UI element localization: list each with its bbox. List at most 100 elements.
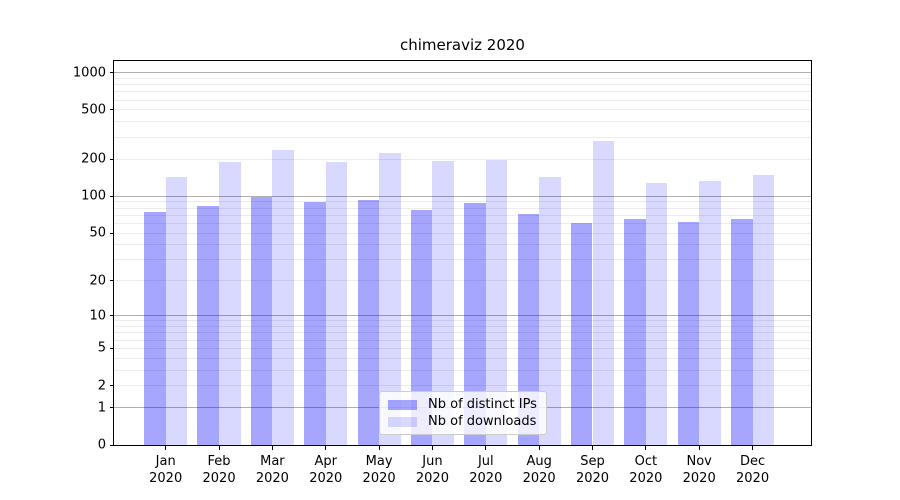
x-tick-label-sep: Sep 2020 [575,454,610,486]
gridline-minor-90 [114,201,811,203]
gridline-major-100 [114,195,811,197]
bar-oct-distinct-ips [624,219,646,445]
legend-swatch-distinct-ips [388,399,417,410]
x-tick-label-may: May 2020 [362,454,396,486]
y-tick-mark-1000 [109,72,114,74]
bar-feb-distinct-ips [197,206,220,445]
gridline-minor-700 [114,91,811,93]
legend-item-distinct-ips: Nb of distinct IPs [388,396,538,413]
gridline-minor-50 [114,232,811,234]
x-tick-mark-feb [218,446,220,450]
y-tick-label-500: 500 [81,102,106,118]
y-tick-label-20: 20 [89,273,106,289]
bar-aug-downloads [539,176,561,445]
bar-jul-downloads [485,159,508,445]
bar-jun-distinct-ips [410,210,433,445]
bar-sep-downloads [592,140,615,445]
gridline-minor-300 [114,136,811,138]
gridline-minor-500 [114,109,811,111]
chart-title: chimeraviz 2020 [400,36,525,54]
bar-jul-distinct-ips [464,203,486,445]
x-tick-label-apr: Apr 2020 [309,454,343,486]
legend: Nb of distinct IPs Nb of downloads [379,391,547,435]
gridline-minor-5 [114,347,811,349]
x-tick-label-aug: Aug 2020 [522,454,556,486]
x-tick-label-oct: Oct 2020 [629,454,663,486]
x-tick-mark-aug [538,446,540,450]
x-tick-mark-mar [271,446,273,450]
x-tick-label-jul: Jul 2020 [469,454,503,486]
legend-label-distinct-ips: Nb of distinct IPs [428,397,537,412]
y-tick-mark-0 [109,444,114,446]
gridline-minor-600 [114,99,811,101]
gridline-minor-80 [114,207,811,209]
y-tick-mark-500 [109,109,114,111]
y-tick-mark-2 [109,385,114,387]
bar-apr-distinct-ips [304,201,326,445]
bar-feb-downloads [219,161,241,445]
x-tick-mark-nov [698,446,700,450]
bar-may-distinct-ips [357,200,380,445]
y-tick-mark-200 [109,158,114,160]
gridline-minor-2 [114,385,811,387]
x-tick-label-dec: Dec 2020 [736,454,770,486]
y-tick-mark-20 [109,280,114,282]
bar-jan-downloads [165,177,188,445]
x-tick-mark-oct [645,446,647,450]
bar-jan-distinct-ips [144,211,166,445]
bar-nov-downloads [699,181,721,445]
gridline-minor-70 [114,214,811,216]
y-tick-mark-1 [109,407,114,409]
gridline-minor-3 [114,369,811,371]
y-tick-mark-50 [109,232,114,234]
gridline-major-1000 [114,72,811,74]
y-tick-label-5: 5 [97,340,106,356]
gridline-minor-9 [114,320,811,322]
y-tick-label-10: 10 [89,308,106,324]
bar-mar-distinct-ips [250,197,273,445]
gridline-minor-60 [114,222,811,224]
y-tick-mark-100 [109,195,114,197]
bar-nov-distinct-ips [677,221,700,445]
y-tick-label-1: 1 [97,400,106,416]
plot-area [113,60,812,446]
x-tick-label-mar: Mar 2020 [255,454,289,486]
bar-mar-downloads [272,149,294,445]
y-tick-label-0: 0 [97,437,106,453]
gridline-minor-200 [114,158,811,160]
gridline-minor-400 [114,121,811,123]
gridline-minor-7 [114,332,811,334]
y-tick-label-100: 100 [81,188,106,204]
gridline-minor-900 [114,77,811,79]
gridline-minor-40 [114,244,811,246]
bar-dec-downloads [752,175,775,445]
legend-item-downloads: Nb of downloads [388,413,538,430]
x-tick-label-nov: Nov 2020 [682,454,716,486]
gridline-minor-8 [114,326,811,328]
x-tick-mark-dec [752,446,754,450]
x-tick-mark-jul [485,446,487,450]
x-tick-label-jun: Jun 2020 [415,454,449,486]
legend-label-downloads: Nb of downloads [428,414,537,429]
x-tick-mark-may [378,446,380,450]
gridline-minor-800 [114,84,811,86]
y-tick-mark-5 [109,347,114,349]
bar-oct-downloads [645,183,668,445]
gridline-minor-4 [114,357,811,359]
bar-sep-distinct-ips [570,222,593,445]
x-tick-label-feb: Feb 2020 [202,454,236,486]
y-tick-label-1000: 1000 [72,65,106,81]
gridline-major-10 [114,315,811,317]
gridline-minor-20 [114,280,811,282]
gridline-minor-30 [114,259,811,261]
x-tick-mark-sep [592,446,593,450]
y-tick-label-2: 2 [97,378,106,394]
x-tick-mark-apr [325,446,327,450]
x-tick-mark-jan [165,446,167,450]
legend-swatch-downloads [388,416,417,427]
bar-apr-downloads [325,161,348,445]
gridline-minor-6 [114,339,811,341]
y-tick-label-200: 200 [81,151,106,167]
x-tick-label-jan: Jan 2020 [149,454,183,486]
